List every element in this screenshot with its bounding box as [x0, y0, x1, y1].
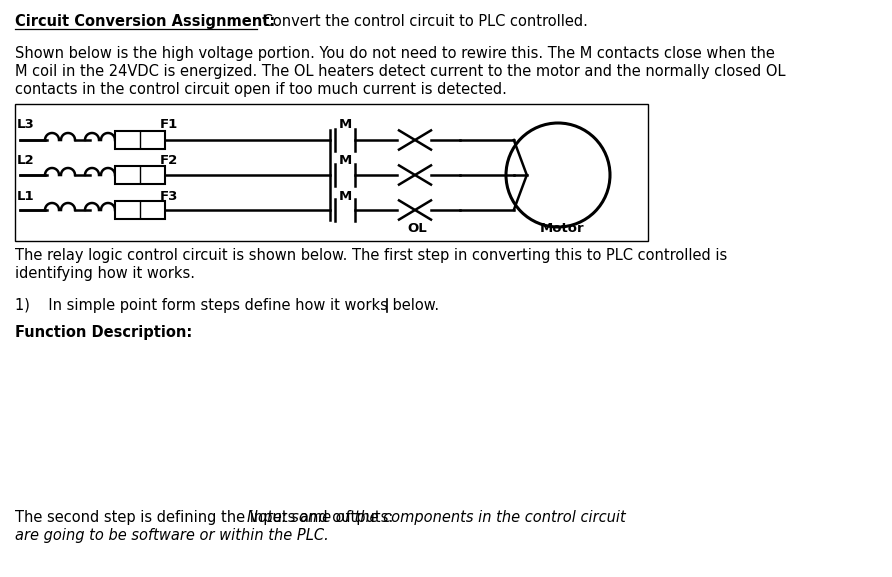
Text: F3: F3	[160, 190, 178, 203]
Text: F2: F2	[160, 154, 178, 167]
Text: OL: OL	[407, 222, 426, 235]
Bar	[15, 104, 648, 241]
Text: Circuit Conversion Assignment:: Circuit Conversion Assignment:	[15, 14, 276, 29]
Bar	[115, 201, 165, 219]
Text: Shown below is the high voltage portion. You do not need to rewire this. The M c: Shown below is the high voltage portion.…	[15, 46, 775, 61]
Text: Motor: Motor	[540, 222, 584, 235]
Text: M: M	[339, 190, 352, 203]
Bar	[115, 166, 165, 184]
Text: Note: some of the components in the control circuit: Note: some of the components in the cont…	[247, 510, 626, 525]
Text: identifying how it works.: identifying how it works.	[15, 266, 195, 281]
Text: M: M	[339, 118, 352, 131]
Text: F1: F1	[160, 118, 178, 131]
Text: Convert the control circuit to PLC controlled.: Convert the control circuit to PLC contr…	[258, 14, 588, 29]
Bar	[115, 131, 165, 149]
Text: are going to be software or within the PLC.: are going to be software or within the P…	[15, 528, 329, 543]
Text: The second step is defining the inputs and outputs:: The second step is defining the inputs a…	[15, 510, 398, 525]
Text: 1)    In simple point form steps define how it works below.: 1) In simple point form steps define how…	[15, 298, 439, 313]
Text: The relay logic control circuit is shown below. The first step in converting thi: The relay logic control circuit is shown…	[15, 248, 727, 263]
Text: contacts in the control circuit open if too much current is detected.: contacts in the control circuit open if …	[15, 82, 507, 97]
Text: L2: L2	[17, 154, 35, 167]
Text: Function Description:: Function Description:	[15, 325, 193, 340]
Text: M: M	[339, 154, 352, 167]
Text: M coil in the 24VDC is energized. The OL heaters detect current to the motor and: M coil in the 24VDC is energized. The OL…	[15, 64, 786, 79]
Text: L3: L3	[17, 118, 35, 131]
Text: L1: L1	[17, 190, 35, 203]
